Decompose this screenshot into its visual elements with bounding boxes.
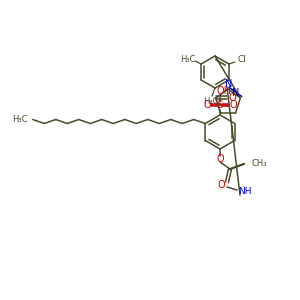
Text: N: N [232, 88, 239, 98]
Text: H₃C: H₃C [180, 55, 196, 64]
Text: O: O [217, 180, 225, 190]
Text: NH: NH [238, 188, 252, 196]
Text: H₃C: H₃C [203, 98, 219, 106]
Text: O: O [216, 154, 224, 164]
Text: N: N [225, 79, 233, 89]
Text: O: O [229, 100, 237, 110]
Text: H₃C: H₃C [12, 115, 28, 124]
Text: OH: OH [217, 86, 232, 96]
Text: O: O [203, 100, 211, 110]
Text: O: O [229, 93, 236, 103]
Text: S: S [217, 100, 223, 110]
Text: Cl: Cl [237, 56, 246, 64]
Text: CH₃: CH₃ [251, 158, 266, 167]
